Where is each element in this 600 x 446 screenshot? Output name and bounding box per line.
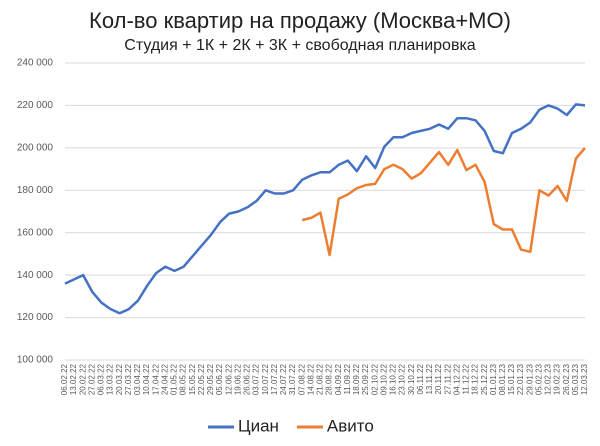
series-line bbox=[301, 147, 586, 257]
x-tick-label: 06.11.22 bbox=[416, 363, 425, 394]
x-tick-label: 13.02.22 bbox=[69, 363, 78, 395]
x-tick-label: 01.05.22 bbox=[170, 363, 179, 395]
y-tick-label: 100 000 bbox=[17, 355, 54, 366]
chart-subtitle: Студия + 1К + 2К + 3К + свободная планир… bbox=[124, 37, 475, 54]
x-tick-label: 11.12.22 bbox=[462, 363, 471, 394]
x-tick-label: 15.05.22 bbox=[188, 363, 197, 395]
x-tick-label: 12.06.22 bbox=[224, 363, 233, 395]
x-tick-label: 06.02.22 bbox=[60, 363, 69, 395]
x-tick-label: 27.11.22 bbox=[443, 363, 452, 394]
x-tick-label: 20.02.22 bbox=[78, 363, 87, 395]
x-tick-label: 21.08.22 bbox=[316, 363, 325, 395]
x-tick-label: 25.12.22 bbox=[480, 363, 489, 395]
x-tick-label: 03.07.22 bbox=[252, 363, 261, 395]
legend-label: Циан bbox=[238, 416, 279, 435]
x-tick-label: 24.07.22 bbox=[279, 363, 288, 395]
x-tick-label: 13.11.22 bbox=[425, 363, 434, 394]
x-tick-label: 30.10.22 bbox=[407, 363, 416, 395]
x-tick-label: 22.01.23 bbox=[516, 363, 525, 395]
x-tick-label: 19.02.23 bbox=[553, 363, 562, 395]
x-tick-label: 03.04.22 bbox=[133, 363, 142, 395]
x-tick-label: 06.03.22 bbox=[97, 363, 106, 395]
x-tick-label: 18.09.22 bbox=[352, 363, 361, 395]
x-tick-label: 05.03.23 bbox=[571, 363, 580, 395]
x-tick-label: 24.04.22 bbox=[160, 363, 169, 395]
x-tick-label: 14.08.22 bbox=[306, 363, 315, 395]
x-tick-label: 19.06.22 bbox=[233, 363, 242, 395]
x-tick-label: 27.03.22 bbox=[124, 363, 133, 395]
y-tick-label: 240 000 bbox=[17, 58, 54, 69]
x-tick-label: 09.10.22 bbox=[379, 363, 388, 395]
x-tick-label: 22.05.22 bbox=[197, 363, 206, 395]
x-tick-label: 20.11.22 bbox=[434, 363, 443, 394]
y-tick-label: 160 000 bbox=[17, 227, 54, 238]
x-tick-label: 02.10.22 bbox=[370, 363, 379, 395]
x-tick-label: 12.03.23 bbox=[580, 363, 589, 395]
x-tick-label: 28.08.22 bbox=[325, 363, 334, 395]
x-tick-label: 27.02.22 bbox=[87, 363, 96, 395]
x-tick-label: 31.07.22 bbox=[288, 363, 297, 395]
series-line bbox=[64, 103, 586, 315]
x-tick-label: 20.03.22 bbox=[115, 363, 124, 395]
x-tick-label: 12.02.23 bbox=[544, 363, 553, 395]
chart-title: Кол-во квартир на продажу (Москва+МО) bbox=[89, 8, 511, 33]
x-tick-label: 05.06.22 bbox=[215, 363, 224, 395]
x-tick-label: 01.01.23 bbox=[489, 363, 498, 395]
x-tick-label: 29.05.22 bbox=[206, 363, 215, 395]
x-tick-label: 17.04.22 bbox=[151, 363, 160, 395]
x-tick-label: 18.12.22 bbox=[471, 363, 480, 395]
x-tick-label: 26.02.23 bbox=[562, 363, 571, 395]
x-tick-label: 25.09.22 bbox=[361, 363, 370, 395]
x-tick-label: 04.12.22 bbox=[452, 363, 461, 395]
legend-label: Авито bbox=[327, 416, 374, 435]
y-tick-label: 200 000 bbox=[17, 142, 54, 153]
x-tick-label: 26.06.22 bbox=[243, 363, 252, 395]
x-tick-label: 16.10.22 bbox=[389, 363, 398, 395]
x-tick-label: 23.10.22 bbox=[398, 363, 407, 395]
x-tick-label: 29.01.23 bbox=[525, 363, 534, 395]
y-tick-label: 180 000 bbox=[17, 185, 54, 196]
x-tick-label: 08.01.23 bbox=[498, 363, 507, 395]
x-tick-label: 04.09.22 bbox=[334, 363, 343, 395]
x-tick-label: 07.08.22 bbox=[297, 363, 306, 395]
x-tick-label: 13.03.22 bbox=[106, 363, 115, 395]
x-tick-label: 17.07.22 bbox=[270, 363, 279, 395]
x-tick-label: 10.04.22 bbox=[142, 363, 151, 395]
x-tick-label: 05.02.23 bbox=[534, 363, 543, 395]
x-tick-label: 11.09.22 bbox=[343, 363, 352, 394]
y-tick-label: 220 000 bbox=[17, 100, 54, 111]
x-tick-label: 10.07.22 bbox=[261, 363, 270, 395]
y-tick-label: 140 000 bbox=[17, 270, 54, 281]
x-tick-label: 08.05.22 bbox=[179, 363, 188, 395]
y-tick-label: 120 000 bbox=[17, 312, 54, 323]
x-tick-label: 15.01.23 bbox=[507, 363, 516, 395]
